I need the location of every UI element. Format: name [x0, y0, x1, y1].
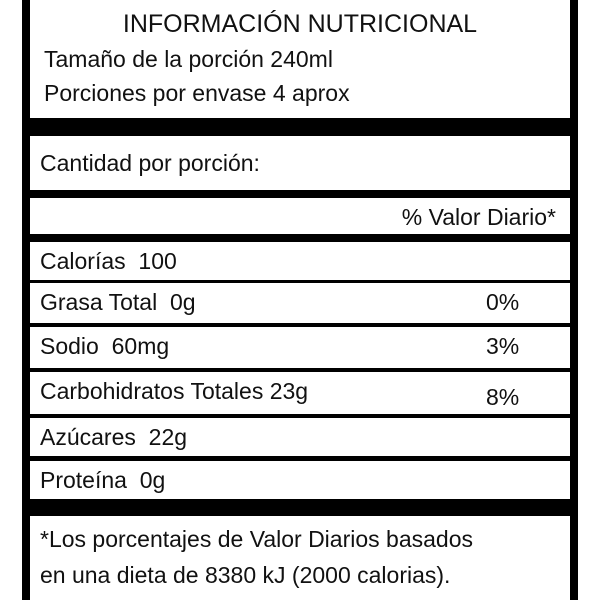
footnote-box: *Los porcentajes de Valor Diarios basado…	[30, 516, 570, 600]
footnote-line: *Los porcentajes de Valor Diarios basado…	[40, 526, 473, 552]
dv-header-box: % Valor Diario*	[30, 198, 570, 234]
nutrient-label: Azúcares 22g	[40, 424, 188, 450]
nutrient-label: Calorías 100	[40, 248, 177, 274]
amount-label: Cantidad por porción:	[40, 150, 260, 176]
nutrient-label: Proteína 0g	[40, 467, 166, 493]
nutrient-row: Azúcares 22g	[30, 418, 570, 456]
nutrient-row: Proteína 0g	[30, 461, 570, 499]
nutrient-row: Carbohidratos Totales 23g 8%	[30, 372, 570, 414]
daily-value: 8%	[486, 384, 520, 410]
nutrient-label: Carbohidratos Totales 23g	[40, 378, 309, 404]
serving-size: Tamaño de la porción 240ml	[44, 46, 333, 72]
nutrient-row: Calorías 100	[30, 242, 570, 280]
nutrient-row: Sodio 60mg 3%	[30, 327, 570, 368]
servings-per-container: Porciones por envase 4 aprox	[44, 80, 350, 106]
daily-value: 3%	[486, 333, 520, 359]
nutrient-label: Grasa Total 0g	[40, 289, 196, 315]
daily-value: 0%	[486, 289, 520, 315]
footnote-line: en una dieta de 8380 kJ (2000 calorias).	[40, 562, 451, 588]
header-box: INFORMACIÓN NUTRICIONAL Tamaño de la por…	[30, 0, 570, 118]
title: INFORMACIÓN NUTRICIONAL	[122, 10, 478, 38]
nutrition-label: INFORMACIÓN NUTRICIONAL Tamaño de la por…	[22, 0, 578, 600]
nutrient-label: Sodio 60mg	[40, 333, 170, 359]
nutrient-row: Grasa Total 0g 0%	[30, 283, 570, 323]
dv-header: % Valor Diario*	[401, 204, 556, 230]
amount-box: Cantidad por porción:	[30, 136, 570, 190]
